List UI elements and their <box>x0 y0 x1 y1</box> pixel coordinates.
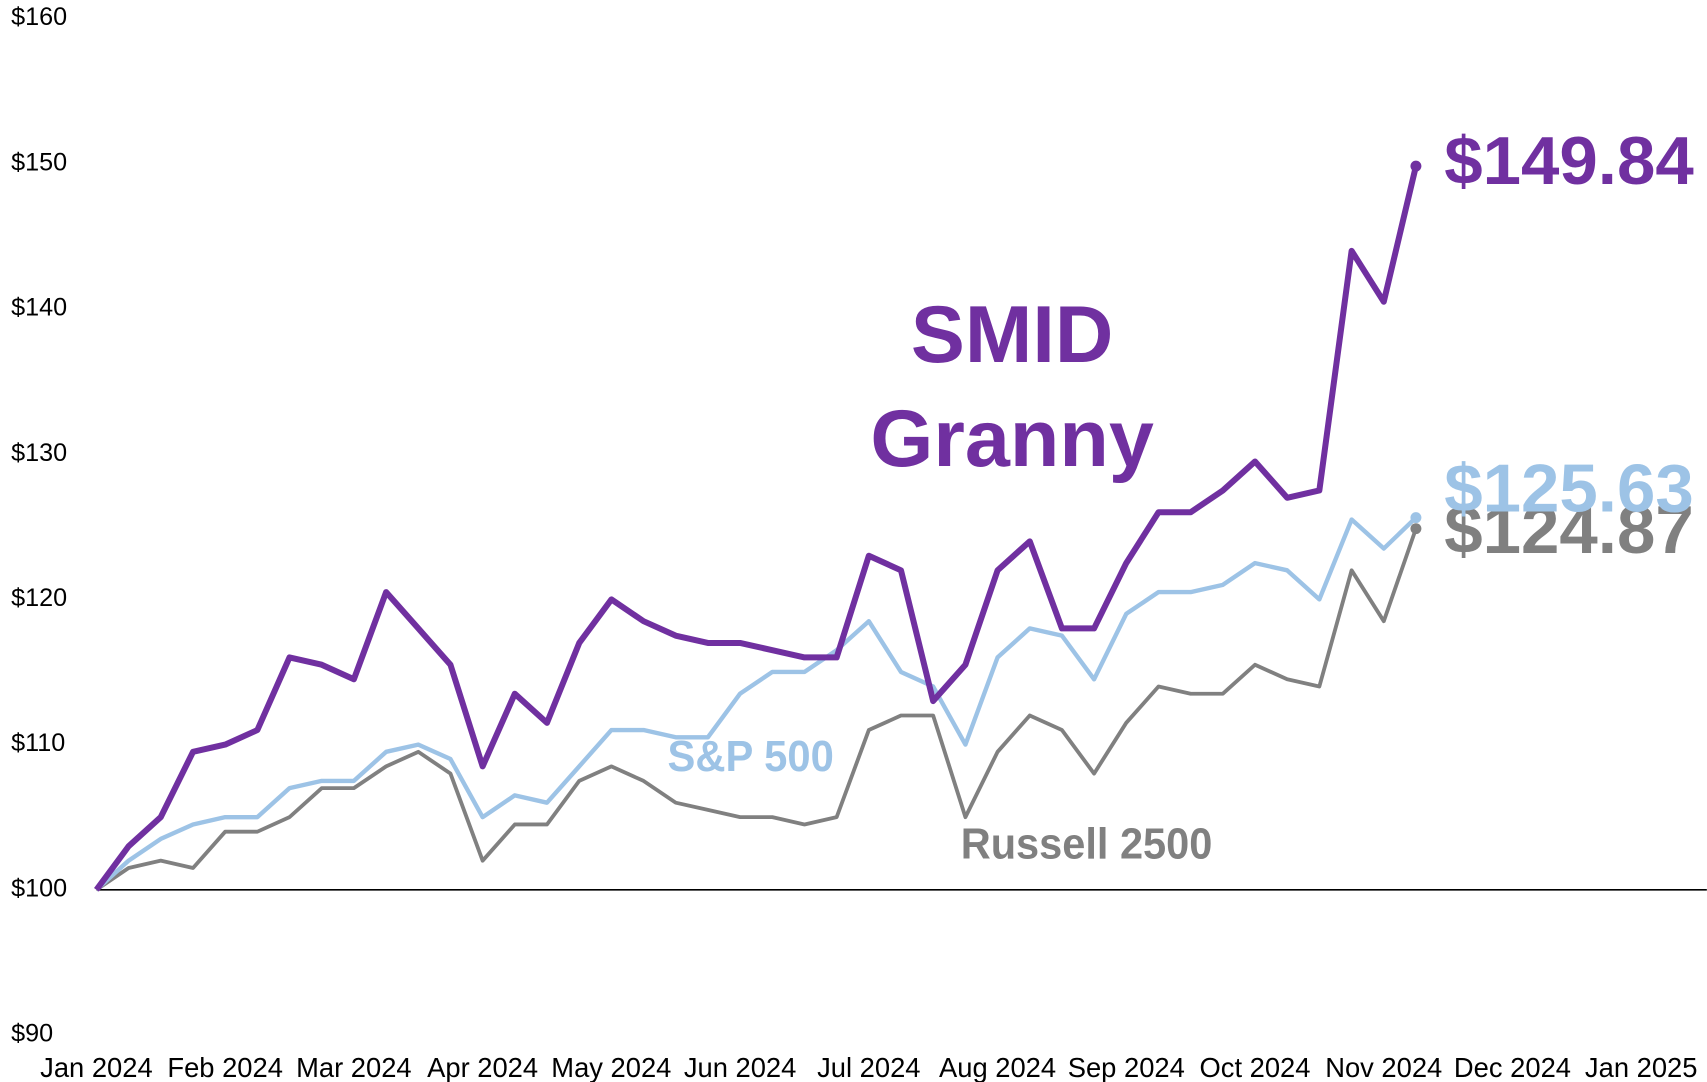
series-label: SMID Granny <box>870 288 1154 484</box>
series-line <box>95 528 1418 892</box>
end-point <box>1410 512 1422 524</box>
y-tick-label: $150 <box>11 148 67 176</box>
series-label: Russell 2500 <box>961 819 1213 868</box>
x-tick-label: Sep 2024 <box>1068 1052 1185 1082</box>
y-tick-label: $100 <box>11 874 67 902</box>
series-line <box>94 516 1418 892</box>
x-tick-label: May 2024 <box>551 1052 671 1082</box>
x-tick-label: Oct 2024 <box>1200 1052 1311 1082</box>
x-tick-label: Nov 2024 <box>1325 1052 1442 1082</box>
x-tick-label: Jun 2024 <box>684 1052 797 1082</box>
series-line <box>94 165 1419 892</box>
y-tick-label: $110 <box>11 729 65 757</box>
x-tick-label: Mar 2024 <box>296 1052 412 1082</box>
x-tick-label: Jan 2025 <box>1585 1052 1698 1082</box>
y-tick-label: $120 <box>11 584 67 612</box>
y-tick-label: $90 <box>11 1020 53 1048</box>
y-tick-label: $140 <box>11 294 67 322</box>
x-tick-label: Apr 2024 <box>427 1052 538 1082</box>
value-label: $149.84 <box>1444 124 1694 199</box>
x-tick-label: Dec 2024 <box>1454 1052 1571 1082</box>
series-label: S&P 500 <box>668 732 834 781</box>
x-tick-label: Feb 2024 <box>167 1052 283 1082</box>
x-tick-label: Jul 2024 <box>817 1052 920 1082</box>
y-tick-label: $160 <box>11 3 67 31</box>
smid-label-box: SMID Granny <box>870 288 1154 484</box>
y-tick-label: $130 <box>11 439 67 467</box>
x-tick-label: Aug 2024 <box>939 1052 1056 1082</box>
end-point <box>1410 523 1422 535</box>
value-label: $125.63 <box>1444 451 1693 526</box>
value-label: $124.87 <box>1444 493 1693 568</box>
x-tick-label: Jan 2024 <box>40 1052 153 1082</box>
end-point <box>1410 160 1422 172</box>
